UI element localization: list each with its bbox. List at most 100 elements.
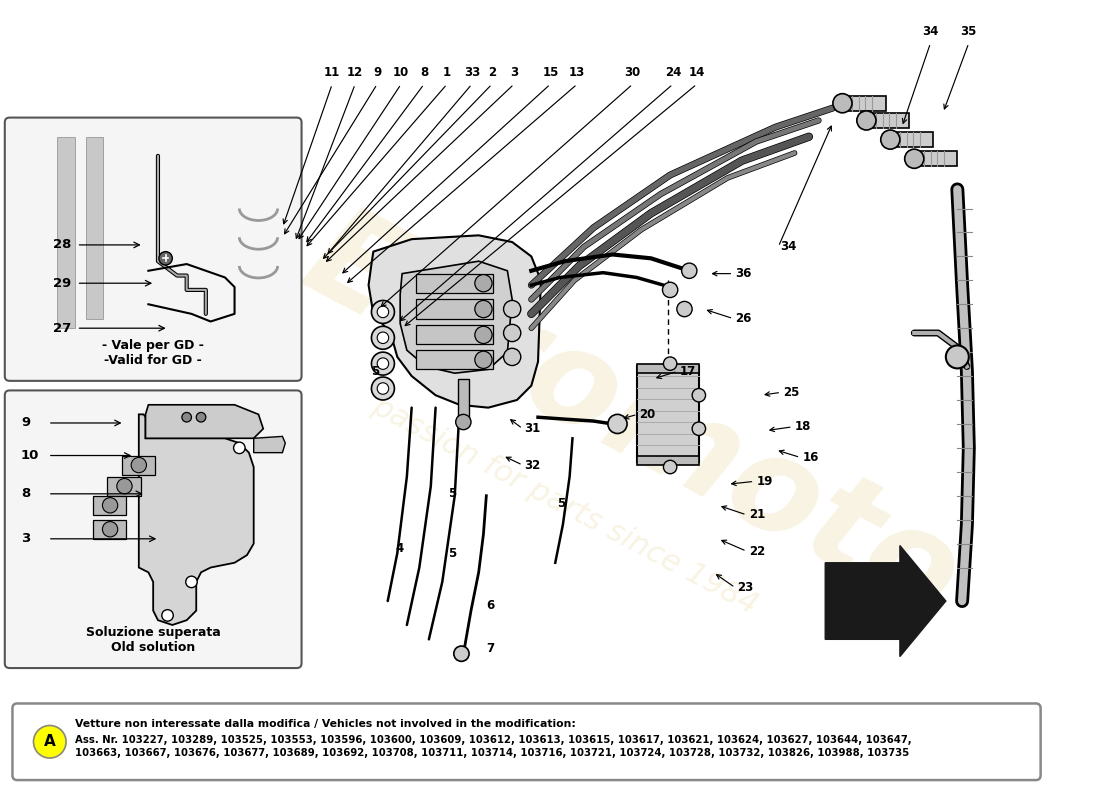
Bar xyxy=(86,137,103,318)
Bar xyxy=(458,379,469,422)
Text: 3: 3 xyxy=(21,532,31,546)
Text: 33: 33 xyxy=(464,66,480,79)
Text: Ass. Nr. 103227, 103289, 103525, 103553, 103596, 103600, 103609, 103612, 103613,: Ass. Nr. 103227, 103289, 103525, 103553,… xyxy=(75,735,911,745)
Text: 9: 9 xyxy=(373,66,382,79)
Text: 23: 23 xyxy=(737,581,754,594)
Circle shape xyxy=(833,94,853,113)
FancyBboxPatch shape xyxy=(12,703,1041,780)
Circle shape xyxy=(475,301,492,318)
Bar xyxy=(637,455,698,465)
Circle shape xyxy=(102,498,118,513)
Text: A: A xyxy=(44,734,56,750)
Text: 8: 8 xyxy=(21,487,31,500)
Text: 10: 10 xyxy=(21,449,40,462)
Text: 22: 22 xyxy=(749,545,764,558)
Circle shape xyxy=(33,726,66,758)
Text: 11: 11 xyxy=(324,66,340,79)
Text: 5: 5 xyxy=(372,365,379,378)
Text: 3: 3 xyxy=(510,66,518,79)
Circle shape xyxy=(372,301,395,323)
Text: 103663, 103667, 103676, 103677, 103689, 103692, 103708, 103711, 103714, 103716, : 103663, 103667, 103676, 103677, 103689, … xyxy=(75,749,909,758)
Bar xyxy=(92,520,126,539)
Text: 34: 34 xyxy=(922,25,938,38)
FancyBboxPatch shape xyxy=(4,118,301,381)
Text: 14: 14 xyxy=(689,66,705,79)
Text: 6: 6 xyxy=(486,599,495,612)
Bar xyxy=(867,113,910,128)
Text: 25: 25 xyxy=(783,386,800,399)
Circle shape xyxy=(946,346,969,369)
Circle shape xyxy=(662,282,678,298)
Bar xyxy=(637,366,698,462)
Polygon shape xyxy=(400,261,513,373)
Bar xyxy=(637,364,698,373)
Polygon shape xyxy=(145,405,263,438)
Polygon shape xyxy=(368,235,541,408)
Bar xyxy=(843,95,886,111)
Circle shape xyxy=(692,422,705,435)
Circle shape xyxy=(857,111,876,130)
Circle shape xyxy=(663,357,676,370)
Text: Euromoto: Euromoto xyxy=(284,194,980,645)
Text: 24: 24 xyxy=(664,66,681,79)
Circle shape xyxy=(904,149,924,168)
Text: 35: 35 xyxy=(960,25,977,38)
Bar xyxy=(417,326,493,345)
Text: 28: 28 xyxy=(53,238,72,251)
Circle shape xyxy=(196,413,206,422)
Circle shape xyxy=(377,358,388,370)
Bar xyxy=(122,455,155,474)
Circle shape xyxy=(102,522,118,537)
Circle shape xyxy=(372,326,395,350)
Bar xyxy=(57,137,75,328)
Circle shape xyxy=(504,348,520,366)
Text: 31: 31 xyxy=(525,422,541,435)
Circle shape xyxy=(504,301,520,318)
Bar xyxy=(914,151,957,166)
Text: 34: 34 xyxy=(780,240,796,254)
Polygon shape xyxy=(139,414,254,625)
Text: 8: 8 xyxy=(420,66,428,79)
Text: 4: 4 xyxy=(395,542,404,555)
Bar xyxy=(417,350,493,370)
FancyBboxPatch shape xyxy=(4,390,301,668)
Circle shape xyxy=(377,332,388,343)
Polygon shape xyxy=(254,436,285,453)
Text: 13: 13 xyxy=(569,66,585,79)
Circle shape xyxy=(377,306,388,318)
Text: 9: 9 xyxy=(21,417,30,430)
Text: 5: 5 xyxy=(558,497,565,510)
Circle shape xyxy=(608,414,627,434)
Circle shape xyxy=(692,389,705,402)
Circle shape xyxy=(504,324,520,342)
Circle shape xyxy=(158,252,173,265)
Text: 5: 5 xyxy=(448,487,456,500)
Circle shape xyxy=(676,302,692,317)
Circle shape xyxy=(475,351,492,369)
Bar xyxy=(107,477,141,496)
Circle shape xyxy=(475,274,492,292)
Circle shape xyxy=(377,382,388,394)
Text: 17: 17 xyxy=(680,365,696,378)
Text: Old solution: Old solution xyxy=(111,642,196,654)
Text: 18: 18 xyxy=(794,420,811,434)
Text: 21: 21 xyxy=(749,508,764,522)
Circle shape xyxy=(182,413,191,422)
Circle shape xyxy=(682,263,697,278)
Text: 26: 26 xyxy=(735,312,751,325)
Circle shape xyxy=(454,646,469,662)
Text: 1: 1 xyxy=(443,66,451,79)
Text: 10: 10 xyxy=(393,66,409,79)
Circle shape xyxy=(455,414,471,430)
Text: -Valid for GD -: -Valid for GD - xyxy=(104,354,202,367)
Circle shape xyxy=(372,352,395,375)
Text: passion for parts since 1984: passion for parts since 1984 xyxy=(367,391,762,620)
Bar xyxy=(417,299,493,318)
Text: 5: 5 xyxy=(448,546,456,560)
Bar xyxy=(92,496,126,515)
Text: 36: 36 xyxy=(735,267,751,280)
Circle shape xyxy=(186,576,197,588)
Circle shape xyxy=(131,458,146,473)
Circle shape xyxy=(162,610,174,621)
Text: 27: 27 xyxy=(53,322,70,334)
